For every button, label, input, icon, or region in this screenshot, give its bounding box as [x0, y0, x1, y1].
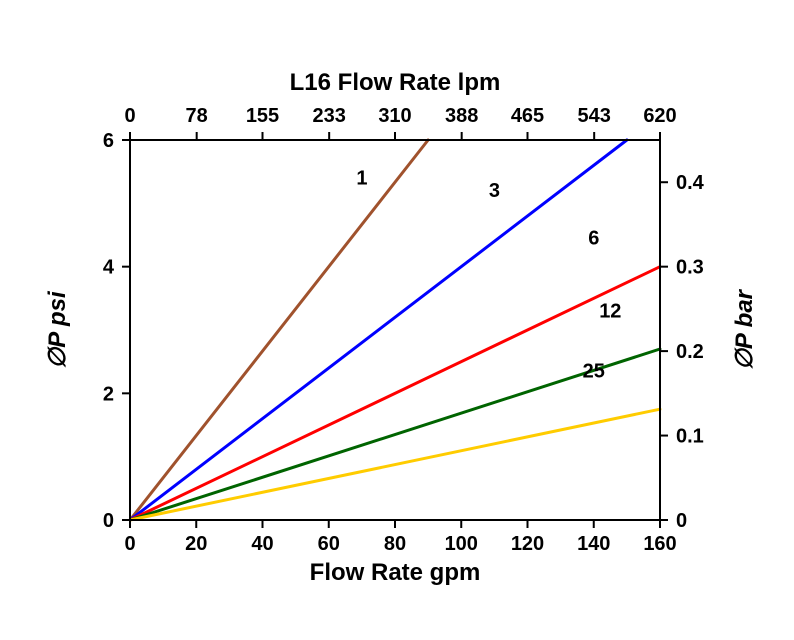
x-top-tick-label: 233 [312, 105, 345, 127]
line-chart: 020406080100120140160Flow Rate gpm078155… [0, 0, 794, 640]
y-right-tick-label: 0.2 [676, 341, 704, 363]
y-right-axis-title: ∅P bar [731, 288, 758, 370]
series-label-6: 6 [588, 228, 599, 250]
series-label-3: 3 [489, 180, 500, 202]
series-label-1: 1 [356, 167, 367, 189]
x-top-tick-label: 465 [511, 105, 544, 127]
chart-container: 020406080100120140160Flow Rate gpm078155… [0, 0, 794, 640]
x-bottom-tick-label: 40 [251, 533, 273, 555]
x-bottom-tick-label: 160 [643, 533, 676, 555]
x-top-tick-label: 78 [186, 105, 208, 127]
y-left-tick-label: 6 [103, 130, 114, 152]
x-bottom-tick-label: 0 [124, 533, 135, 555]
x-bottom-tick-label: 100 [445, 533, 478, 555]
x-top-tick-label: 543 [577, 105, 610, 127]
y-left-axis-title: ∅P psi [44, 290, 71, 369]
x-bottom-tick-label: 80 [384, 533, 406, 555]
x-top-tick-label: 0 [124, 105, 135, 127]
y-right-tick-label: 0.4 [676, 172, 705, 194]
y-left-tick-label: 2 [103, 383, 114, 405]
y-right-tick-label: 0 [676, 510, 687, 532]
x-bottom-tick-label: 20 [185, 533, 207, 555]
series-label-25: 25 [583, 361, 605, 383]
x-bottom-tick-label: 60 [318, 533, 340, 555]
x-top-tick-label: 155 [246, 105, 279, 127]
x-bottom-tick-label: 140 [577, 533, 610, 555]
chart-title-top: L16 Flow Rate lpm [290, 69, 501, 96]
y-left-tick-label: 4 [103, 257, 115, 279]
y-right-tick-label: 0.3 [676, 257, 704, 279]
x-top-tick-label: 388 [445, 105, 478, 127]
x-bottom-axis-title: Flow Rate gpm [310, 559, 481, 586]
series-label-12: 12 [599, 300, 621, 322]
x-bottom-tick-label: 120 [511, 533, 544, 555]
y-left-tick-label: 0 [103, 510, 114, 532]
x-top-tick-label: 310 [378, 105, 411, 127]
x-top-tick-label: 620 [643, 105, 676, 127]
y-right-tick-label: 0.1 [676, 426, 704, 448]
